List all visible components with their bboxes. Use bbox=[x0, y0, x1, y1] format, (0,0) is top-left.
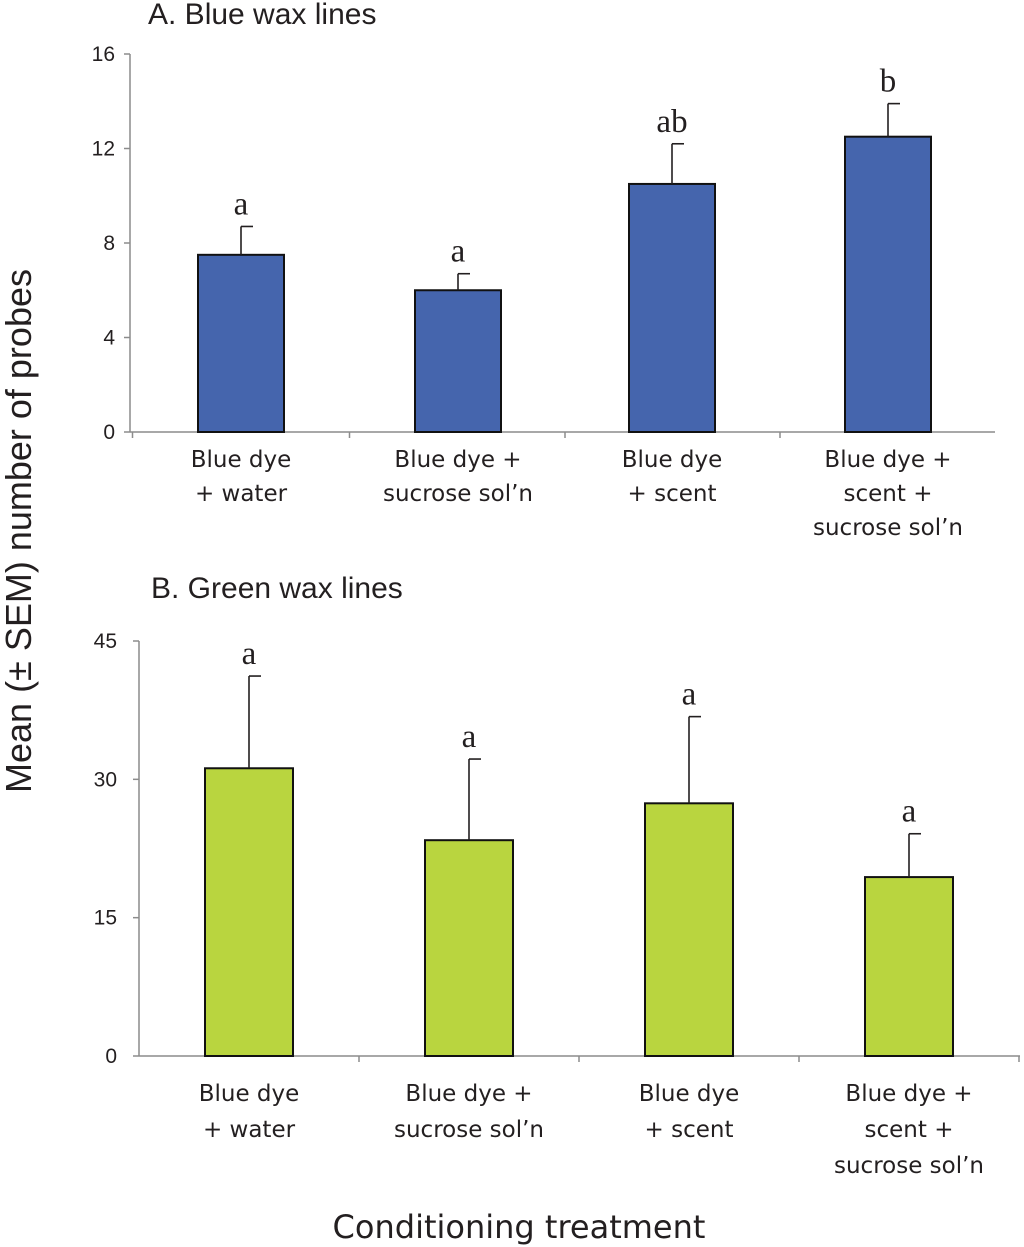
significance-letter: a bbox=[902, 794, 917, 830]
y-tick-label: 45 bbox=[94, 630, 117, 653]
significance-letter: a bbox=[234, 186, 249, 222]
category-label: Blue dye + scent bbox=[639, 1081, 740, 1143]
y-tick-label: 12 bbox=[92, 138, 115, 161]
bar bbox=[414, 289, 502, 433]
category-label: Blue dye + water bbox=[199, 1081, 300, 1143]
y-axis-label: Mean (± SEM) number of probes bbox=[0, 269, 39, 793]
category-label: Blue dye + sucrose sol’n bbox=[394, 1081, 544, 1143]
y-tick-label: 0 bbox=[105, 1045, 117, 1068]
y-tick-label: 16 bbox=[92, 43, 115, 66]
panel-title: A. Blue wax lines bbox=[148, 0, 376, 31]
significance-letter: b bbox=[880, 64, 897, 100]
category-label: Blue dye + scent + sucrose sol’n bbox=[834, 1081, 984, 1179]
bar bbox=[628, 182, 716, 433]
category-label: Blue dye + water bbox=[191, 447, 292, 507]
bar bbox=[864, 876, 954, 1057]
y-tick-label: 8 bbox=[103, 232, 115, 255]
x-axis-label: Conditioning treatment bbox=[333, 1208, 706, 1246]
significance-letter: ab bbox=[656, 104, 687, 140]
bar bbox=[644, 802, 734, 1057]
y-tick-label: 30 bbox=[94, 768, 117, 791]
panel-green-wax-lines: B. Green wax lines 0 15 30 45 a Blue dye + wate… bbox=[94, 572, 1020, 1179]
bar bbox=[424, 839, 514, 1058]
category-label: Blue dye + sucrose sol’n bbox=[383, 447, 533, 507]
bar bbox=[197, 253, 285, 433]
significance-letter: a bbox=[242, 636, 257, 672]
y-tick-label: 0 bbox=[103, 421, 115, 444]
category-label: Blue dye + scent bbox=[622, 447, 723, 507]
panel-title: B. Green wax lines bbox=[151, 572, 403, 605]
significance-letter: a bbox=[462, 719, 477, 755]
bar bbox=[844, 135, 932, 433]
bar bbox=[204, 767, 294, 1057]
significance-letter: a bbox=[682, 677, 697, 713]
panel-blue-wax-lines: A. Blue wax lines 0 4 8 12 16 a Blue dye + water… bbox=[92, 0, 995, 541]
category-label: Blue dye + scent + sucrose sol’n bbox=[813, 447, 963, 541]
y-tick-label: 15 bbox=[94, 907, 117, 930]
significance-letter: a bbox=[451, 234, 466, 270]
y-tick-label: 4 bbox=[103, 327, 115, 350]
